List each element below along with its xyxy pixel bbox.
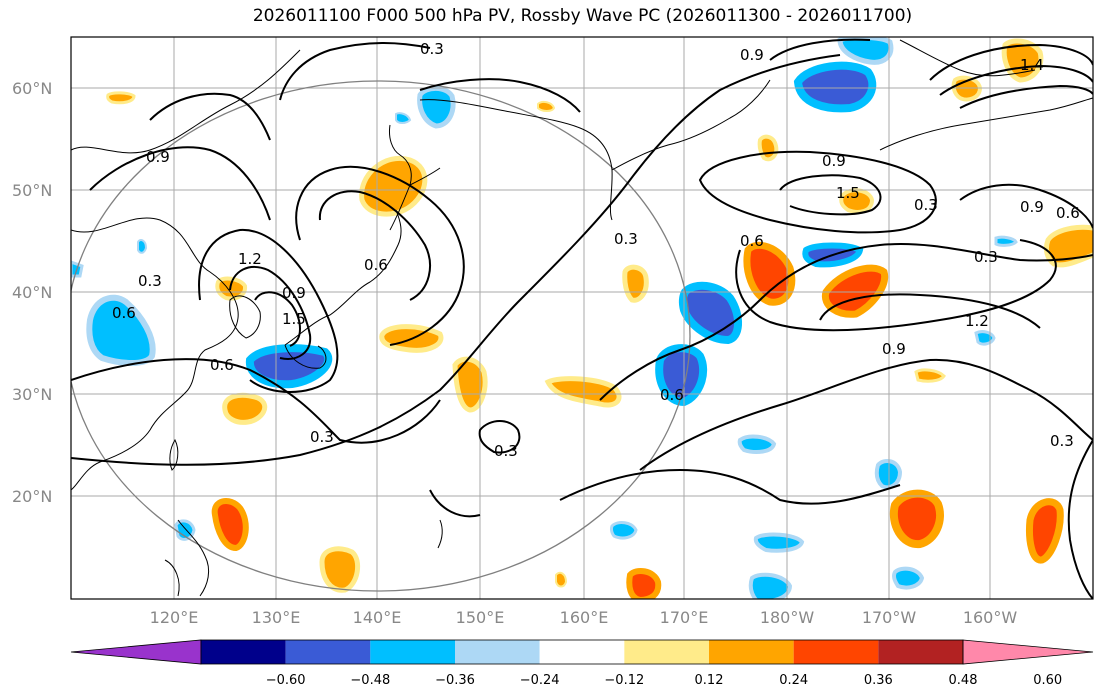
colorbar-segment <box>539 640 625 664</box>
longitude-labels: 120°E 130°E 140°E 150°E 160°E 170°E 180°… <box>150 608 1018 627</box>
contour-label: 0.6 <box>1056 204 1080 222</box>
colorbar-tick-label: −0.36 <box>435 673 475 688</box>
map-title: 2026011100 F000 500 hPa PV, Rossby Wave … <box>252 6 913 26</box>
coastlines <box>71 39 1093 597</box>
colorbar-tick-label: 0.48 <box>949 673 978 688</box>
lon-label: 130°E <box>252 608 301 627</box>
contour-label: 0.9 <box>740 46 764 64</box>
colorbar-segment <box>624 640 709 664</box>
map-frame <box>70 36 1094 600</box>
lon-label: 160°W <box>963 608 1018 627</box>
contour-labels: 0.3 0.9 0.9 0.6 1.2 0.9 1.5 0.3 0.6 0.3 … <box>112 40 1080 460</box>
contour-label: 0.9 <box>146 148 170 166</box>
contour-label: 0.6 <box>112 304 136 322</box>
colorbar-extend-low <box>70 639 202 665</box>
colorbar-segment <box>709 640 794 664</box>
contour-label: 0.3 <box>614 230 638 248</box>
contour-label: 0.9 <box>822 152 846 170</box>
colorbar-tick-label: 0.24 <box>779 673 808 688</box>
lon-label: 150°E <box>456 608 505 627</box>
colorbar-tick-label: −0.48 <box>350 673 390 688</box>
contour-label: 0.3 <box>494 442 518 460</box>
contour-label: 1.5 <box>836 184 860 202</box>
lon-label: 180°W <box>760 608 815 627</box>
colorbar-tick-label: 0.36 <box>864 673 893 688</box>
contour-label: 0.6 <box>740 232 764 250</box>
colorbar: −0.60 −0.48 −0.36 −0.24 −0.12 0.12 0.24 0.36 0.4… <box>70 639 1094 688</box>
colorbar-tick-labels: −0.60 −0.48 −0.36 −0.24 −0.12 0.12 0.24 0.36 0.4… <box>266 673 1062 688</box>
contour-label: 0.6 <box>660 386 684 404</box>
colorbar-segment <box>455 640 540 664</box>
latitude-labels: 60°N 50°N 40°N 30°N 20°N <box>12 79 52 506</box>
contour-label: 0.9 <box>282 284 306 302</box>
lat-label: 60°N <box>12 79 52 98</box>
colorbar-segment <box>285 640 371 664</box>
contour-label: 0.3 <box>310 428 334 446</box>
colorbar-segment <box>370 640 455 664</box>
colorbar-extend-high <box>962 639 1094 665</box>
contour-label: 0.3 <box>914 196 938 214</box>
colorbar-segment <box>878 640 963 664</box>
colorbar-tick-label: 0.60 <box>1033 673 1062 688</box>
graticule <box>71 37 1093 599</box>
contour-label: 0.9 <box>1020 198 1044 216</box>
pv-contours <box>71 38 1093 599</box>
colorbar-segments <box>70 639 1094 665</box>
contour-label: 0.9 <box>882 340 906 358</box>
colorbar-outline <box>200 639 964 665</box>
reference-circle <box>71 80 691 592</box>
lon-label: 170°W <box>862 608 917 627</box>
colorbar-tick-label: −0.24 <box>520 673 560 688</box>
colorbar-segment <box>793 640 879 664</box>
lon-label: 170°E <box>660 608 709 627</box>
contour-label: 1.2 <box>965 312 989 330</box>
contour-label: 0.6 <box>364 256 388 274</box>
lon-label: 140°E <box>353 608 402 627</box>
colorbar-segment <box>201 640 286 664</box>
contour-label: 1.4 <box>1020 56 1044 74</box>
lat-label: 40°N <box>12 283 52 302</box>
contour-label: 0.3 <box>1050 432 1074 450</box>
contour-label: 1.2 <box>238 250 262 268</box>
lat-label: 50°N <box>12 181 52 200</box>
colorbar-tick-label: −0.12 <box>604 673 644 688</box>
lat-label: 20°N <box>12 487 52 506</box>
contour-label: 0.6 <box>210 356 234 374</box>
contour-label: 0.3 <box>420 40 444 58</box>
lon-label: 120°E <box>150 608 199 627</box>
map-panel: 0.3 0.9 0.9 0.6 1.2 0.9 1.5 0.3 0.6 0.3 … <box>71 37 1093 599</box>
contour-label: 1.5 <box>282 310 306 328</box>
colorbar-tick-label: 0.12 <box>695 673 724 688</box>
lon-label: 160°E <box>560 608 609 627</box>
contour-label: 0.3 <box>974 248 998 266</box>
colorbar-tick-label: −0.60 <box>266 673 306 688</box>
lat-label: 30°N <box>12 385 52 404</box>
contour-label: 0.3 <box>138 272 162 290</box>
